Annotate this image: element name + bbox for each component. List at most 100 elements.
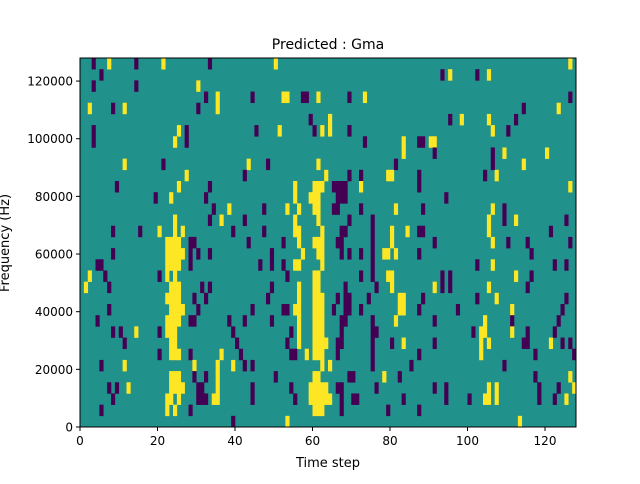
heatmap-cell-high <box>297 236 302 249</box>
heatmap-cell-low <box>339 236 344 249</box>
heatmap-cell-high <box>328 393 333 405</box>
heatmap-cell-high <box>316 326 321 338</box>
heatmap-cell-low <box>335 337 340 350</box>
heatmap-cell-low <box>343 292 348 305</box>
heatmap-cell-high <box>215 91 220 104</box>
heatmap-cell-high <box>316 214 321 227</box>
heatmap-cell-high <box>173 371 178 383</box>
heatmap-cell-high <box>87 270 92 282</box>
heatmap-cell-low <box>285 270 290 282</box>
heatmap-cell-high <box>173 315 178 327</box>
heatmap-cell-high <box>494 393 499 405</box>
heatmap-cell-low <box>347 304 352 316</box>
heatmap-cell-high <box>126 382 131 394</box>
heatmap-cell-low <box>490 158 495 171</box>
heatmap-cell-low <box>343 225 348 238</box>
heatmap-cell-low <box>444 382 449 394</box>
heatmap-cell-high <box>320 404 325 417</box>
heatmap-cell-high <box>386 270 391 282</box>
heatmap-cell-low <box>111 248 116 260</box>
y-tick-label: 80000 <box>35 190 73 204</box>
heatmap-cell-high <box>165 315 170 327</box>
heatmap-cell-low <box>529 248 534 260</box>
heatmap-cell-high <box>173 236 178 249</box>
heatmap-cell-low <box>390 337 395 350</box>
heatmap-cell-low <box>250 382 255 394</box>
heatmap-cell-low <box>359 169 364 182</box>
heatmap-cell-high <box>176 304 182 316</box>
heatmap-cell-high <box>297 203 302 215</box>
heatmap-cell-low <box>339 315 344 327</box>
heatmap-cell-low <box>440 270 445 282</box>
heatmap-cell-low <box>347 169 352 182</box>
heatmap-cell-low <box>269 315 275 327</box>
heatmap-cell-low <box>266 158 271 171</box>
heatmap-cell-low <box>188 315 193 327</box>
heatmap-cell-low <box>312 125 317 137</box>
heatmap-cell-low <box>246 236 251 249</box>
heatmap-cell-high <box>297 259 302 271</box>
heatmap-cell-high <box>316 315 321 327</box>
heatmap-cell-low <box>269 248 275 260</box>
heatmap-cell-low <box>269 259 275 271</box>
heatmap-cell-high <box>382 371 387 383</box>
heatmap-cell-high <box>173 337 178 350</box>
heatmap-cell-high <box>320 382 325 394</box>
heatmap-cell-low <box>99 69 104 81</box>
heatmap-cell-low <box>421 136 426 148</box>
heatmap-cell-high <box>502 147 507 159</box>
heatmap-cell-low <box>440 281 445 294</box>
heatmap-cell-high <box>293 259 298 271</box>
heatmap-cell-low <box>370 359 375 372</box>
heatmap-cell-low <box>564 292 569 305</box>
heatmap-cell-high <box>165 248 170 260</box>
heatmap-cell-low <box>471 326 476 338</box>
heatmap-cell-low <box>510 315 515 327</box>
heatmap-cell-high <box>390 281 395 294</box>
heatmap-cell-low <box>289 348 294 361</box>
heatmap-cell-high <box>486 393 492 405</box>
heatmap-cell-high <box>173 348 178 361</box>
heatmap-cell-low <box>204 371 209 383</box>
heatmap-cell-low <box>374 326 379 338</box>
heatmap-cell-low <box>134 58 139 70</box>
heatmap-cell-high <box>169 326 174 338</box>
heatmap-cell-high <box>312 393 317 405</box>
heatmap-cell-high <box>568 181 573 193</box>
heatmap-cell-low <box>525 281 530 294</box>
heatmap-cell-low <box>250 393 255 405</box>
heatmap-cell-low <box>366 292 371 305</box>
heatmap-cell-high <box>320 337 325 350</box>
heatmap-cell-high <box>173 214 178 227</box>
heatmap-cell-low <box>196 382 201 394</box>
heatmap-cell-high <box>192 359 197 372</box>
heatmap-cell-low <box>355 393 360 405</box>
heatmap-cell-low <box>568 236 573 249</box>
heatmap-cell-high <box>308 393 313 405</box>
heatmap-cell-low <box>242 169 247 182</box>
heatmap-cell-high <box>514 214 519 227</box>
heatmap-cell-low <box>285 337 290 350</box>
heatmap-cell-low <box>95 315 100 327</box>
heatmap-cell-low <box>91 80 96 92</box>
heatmap-cell-low <box>343 315 348 327</box>
heatmap-cell-low <box>552 393 557 405</box>
heatmap-cell-high <box>448 69 453 81</box>
heatmap-cell-low <box>331 203 337 215</box>
heatmap-cell-low <box>417 304 422 316</box>
heatmap-cell-high <box>320 181 325 193</box>
heatmap-cell-low <box>370 214 375 227</box>
heatmap-cell-high <box>510 326 515 338</box>
heatmap-cell-high <box>169 236 174 249</box>
heatmap-cell-low <box>192 292 197 305</box>
heatmap-cell-high <box>169 348 174 361</box>
heatmap-cell-low <box>417 348 422 361</box>
heatmap-cell-high <box>328 125 333 137</box>
heatmap-cell-low <box>483 169 488 182</box>
heatmap-cell-low <box>370 236 375 249</box>
heatmap-cell-high <box>312 348 317 361</box>
heatmap-cell-low <box>207 58 213 70</box>
heatmap-cell-high <box>312 371 317 383</box>
heatmap-cell-low <box>250 304 255 316</box>
heatmap-cell-low <box>200 393 205 405</box>
